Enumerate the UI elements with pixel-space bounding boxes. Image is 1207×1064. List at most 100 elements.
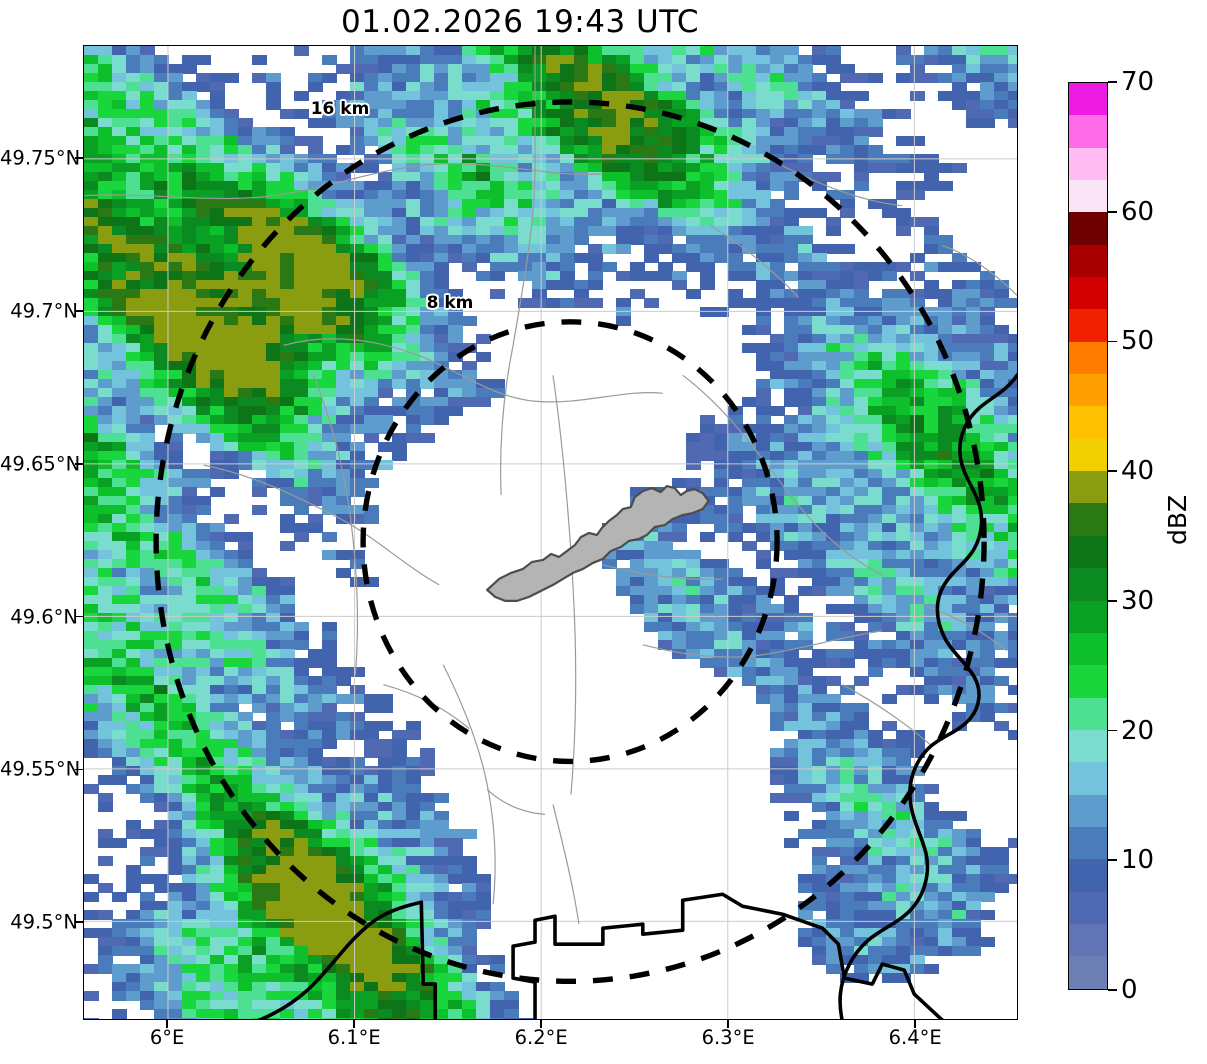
reflectivity-cell [350,478,379,488]
reflectivity-cell [448,55,463,65]
reflectivity-cell [294,406,309,416]
reflectivity-cell [532,298,547,308]
reflectivity-cell [896,415,911,425]
reflectivity-cell [868,469,883,479]
reflectivity-cell [98,298,113,308]
reflectivity-cell [434,145,449,155]
reflectivity-cell [994,397,1009,407]
reflectivity-cell [280,298,295,308]
reflectivity-cell [84,244,99,254]
reflectivity-cell [588,136,603,146]
reflectivity-cell [882,343,897,353]
reflectivity-cell [420,352,435,362]
reflectivity-cell [938,73,953,83]
reflectivity-cell [854,343,869,353]
reflectivity-cell [672,73,687,83]
reflectivity-cell [980,424,995,434]
reflectivity-cell [672,172,687,182]
reflectivity-cell [182,397,197,407]
reflectivity-cell [910,541,925,551]
reflectivity-cell [126,280,141,290]
reflectivity-cell [322,73,337,83]
reflectivity-cell [364,388,379,398]
reflectivity-cell [490,217,505,227]
reflectivity-cell [924,46,939,56]
admin-boundary [500,46,536,496]
reflectivity-cell [602,118,617,128]
reflectivity-cell [826,415,841,425]
reflectivity-cell [238,118,253,128]
reflectivity-cell [98,370,113,380]
reflectivity-cell [700,127,715,137]
colorbar[interactable] [1068,82,1108,990]
reflectivity-cell [336,145,351,155]
reflectivity-cell [756,514,771,524]
reflectivity-cell [350,118,365,128]
reflectivity-cell [238,289,253,299]
reflectivity-cell [112,397,127,407]
reflectivity-cell [980,82,995,92]
reflectivity-cell [798,334,813,344]
reflectivity-cell [714,163,729,173]
reflectivity-cell [420,316,435,326]
reflectivity-cell [798,127,813,137]
reflectivity-cell [896,46,911,56]
admin-boundary [312,375,359,675]
reflectivity-cell [126,217,141,227]
reflectivity-cell [252,136,267,146]
reflectivity-cell [868,442,883,452]
reflectivity-cell [742,433,757,443]
reflectivity-cell [798,352,813,362]
reflectivity-cell [686,244,701,254]
reflectivity-cell [504,199,519,209]
colorbar-tick [1108,859,1117,862]
reflectivity-cell [336,190,351,200]
reflectivity-cell [504,217,519,227]
reflectivity-cell [84,289,99,299]
reflectivity-cell [546,244,561,254]
reflectivity-cell [812,352,827,362]
reflectivity-cell [854,460,869,470]
reflectivity-cell [1008,352,1017,362]
reflectivity-cell [266,91,281,101]
x-axis-tick [727,1020,729,1028]
reflectivity-cell [168,388,183,398]
reflectivity-cell [700,82,715,92]
reflectivity-cell [392,271,407,281]
reflectivity-cell [434,172,449,182]
reflectivity-cell [224,334,239,344]
reflectivity-cell [266,163,281,173]
reflectivity-cell [602,55,617,65]
reflectivity-cell [672,271,687,281]
reflectivity-cell [756,199,771,209]
reflectivity-cell [476,208,491,218]
reflectivity-cell [406,415,421,425]
reflectivity-cell [448,235,463,245]
reflectivity-cell [210,163,225,173]
reflectivity-cell [350,64,365,74]
reflectivity-cell [280,460,295,470]
reflectivity-cell [924,172,939,182]
reflectivity-cell [308,271,323,281]
reflectivity-cell [406,298,421,308]
reflectivity-cell [266,316,281,326]
reflectivity-cell [770,244,785,254]
reflectivity-cell [924,514,939,524]
reflectivity-cell [756,298,771,308]
colorbar-band [1069,859,1107,892]
reflectivity-cell [812,73,827,83]
reflectivity-cell [476,100,491,110]
reflectivity-cell [770,46,785,56]
reflectivity-cell [826,514,841,524]
radar-plot-area[interactable]: 16 km 8 km [83,45,1018,1020]
reflectivity-cell [140,82,155,92]
reflectivity-cell [924,541,939,551]
reflectivity-cell [392,343,407,353]
reflectivity-cell [770,262,785,272]
reflectivity-cell [238,361,253,371]
reflectivity-cell [196,361,211,371]
reflectivity-cell [574,82,589,92]
reflectivity-cell [714,64,729,74]
reflectivity-cell [252,199,267,209]
reflectivity-cell [322,397,337,407]
